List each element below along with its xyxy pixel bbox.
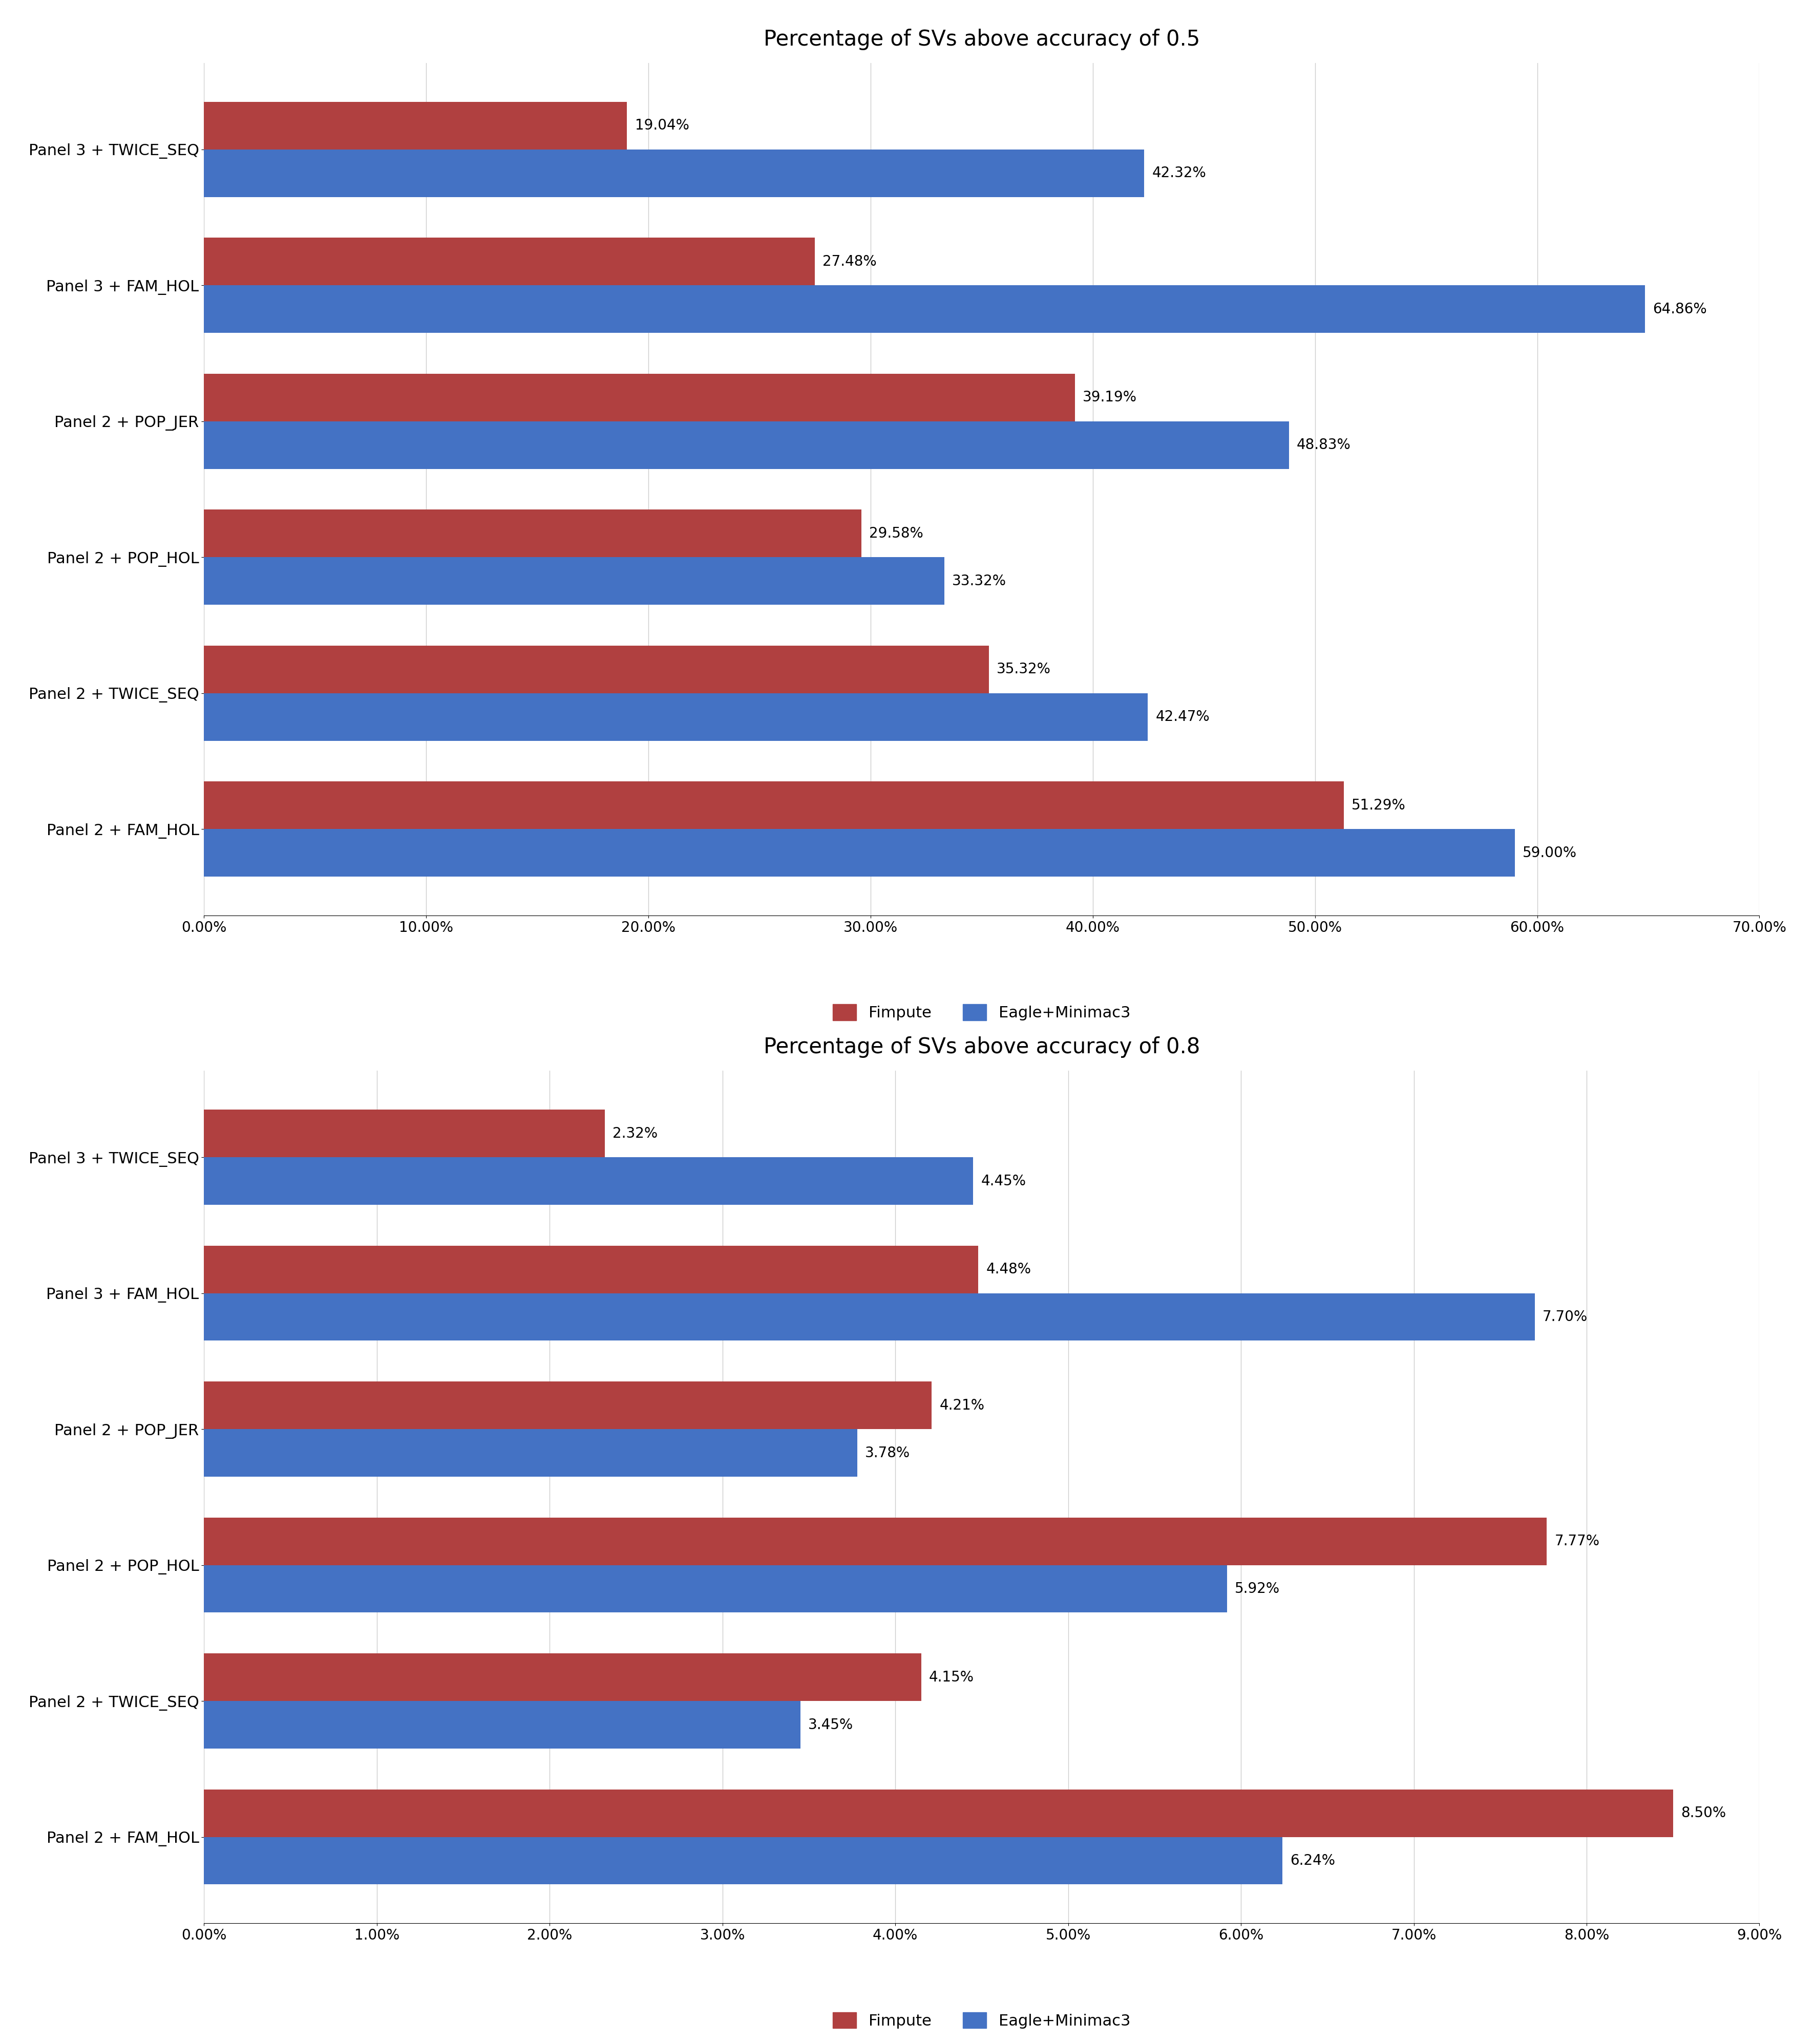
Bar: [203, 1566, 1227, 1613]
Bar: [203, 1382, 931, 1429]
Bar: [203, 1517, 1546, 1566]
Bar: [203, 1245, 978, 1294]
Text: 5.92%: 5.92%: [1234, 1582, 1280, 1596]
Text: 39.19%: 39.19%: [1082, 390, 1136, 405]
Text: 4.21%: 4.21%: [940, 1398, 984, 1412]
Text: 7.77%: 7.77%: [1555, 1535, 1599, 1549]
Bar: [203, 1110, 604, 1157]
Bar: [203, 102, 626, 149]
Text: 6.24%: 6.24%: [1290, 1854, 1336, 1868]
Text: 42.47%: 42.47%: [1156, 709, 1209, 724]
Bar: [203, 693, 1147, 740]
Text: 4.48%: 4.48%: [986, 1263, 1031, 1278]
Text: 4.15%: 4.15%: [929, 1670, 975, 1684]
Bar: [203, 1838, 1283, 1885]
Text: 59.00%: 59.00%: [1523, 846, 1577, 861]
Bar: [203, 781, 1343, 830]
Text: 42.32%: 42.32%: [1153, 166, 1207, 180]
Bar: [203, 830, 1516, 877]
Bar: [203, 237, 815, 286]
Bar: [203, 1157, 973, 1204]
Bar: [203, 1788, 1673, 1838]
Text: 27.48%: 27.48%: [822, 253, 877, 268]
Text: 19.04%: 19.04%: [635, 119, 690, 133]
Text: 2.32%: 2.32%: [613, 1126, 657, 1141]
Bar: [203, 646, 989, 693]
Bar: [203, 1701, 800, 1748]
Bar: [203, 1294, 1535, 1341]
Legend: Fimpute, Eagle+Minimac3: Fimpute, Eagle+Minimac3: [826, 2005, 1136, 2034]
Text: 64.86%: 64.86%: [1653, 303, 1708, 317]
Text: 8.50%: 8.50%: [1681, 1807, 1726, 1821]
Text: 51.29%: 51.29%: [1352, 797, 1405, 814]
Text: 29.58%: 29.58%: [869, 525, 924, 540]
Text: 3.78%: 3.78%: [866, 1445, 909, 1459]
Legend: Fimpute, Eagle+Minimac3: Fimpute, Eagle+Minimac3: [826, 997, 1136, 1026]
Bar: [203, 1654, 922, 1701]
Bar: [203, 509, 862, 558]
Bar: [203, 1429, 857, 1476]
Text: 35.32%: 35.32%: [996, 662, 1051, 677]
Bar: [203, 374, 1074, 421]
Text: 7.70%: 7.70%: [1543, 1310, 1588, 1325]
Bar: [203, 558, 944, 605]
Text: 48.83%: 48.83%: [1296, 437, 1350, 452]
Title: Percentage of SVs above accuracy of 0.8: Percentage of SVs above accuracy of 0.8: [764, 1036, 1200, 1057]
Bar: [203, 421, 1289, 468]
Text: 4.45%: 4.45%: [980, 1173, 1025, 1188]
Title: Percentage of SVs above accuracy of 0.5: Percentage of SVs above accuracy of 0.5: [764, 29, 1200, 49]
Bar: [203, 286, 1644, 333]
Bar: [203, 149, 1143, 196]
Text: 3.45%: 3.45%: [808, 1717, 853, 1731]
Text: 33.32%: 33.32%: [953, 574, 1007, 589]
